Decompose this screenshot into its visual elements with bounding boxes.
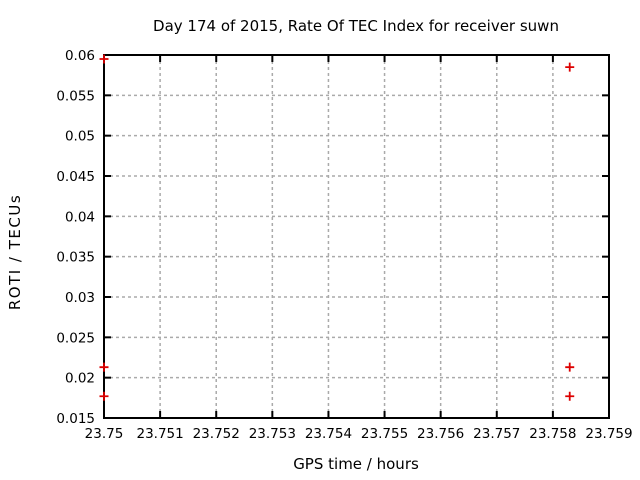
- y-axis-label: ROTI / TECUs: [6, 194, 24, 310]
- plot-border: [103, 54, 610, 419]
- x-tick-label: 23.75: [85, 426, 124, 442]
- x-tick-label: 23.756: [417, 426, 464, 442]
- data-point-marker: [565, 391, 575, 401]
- x-tick-label: 23.758: [529, 426, 576, 442]
- x-axis-label: GPS time / hours: [293, 455, 419, 473]
- y-tick-label: 0.025: [56, 330, 95, 346]
- data-point-marker: [99, 391, 109, 401]
- y-tick-label: 0.06: [65, 48, 95, 64]
- axis-ticks: [103, 54, 610, 419]
- x-tick-label: 23.751: [136, 426, 183, 442]
- tick-labels: 23.75 23.751 23.752 23.753 23.754 23.755 23.75…: [56, 48, 632, 442]
- x-tick-label: 23.759: [585, 426, 632, 442]
- data-point-marker: [99, 54, 109, 64]
- y-tick-label: 0.045: [56, 169, 95, 185]
- x-tick-label: 23.753: [249, 426, 296, 442]
- y-tick-label: 0.055: [56, 88, 95, 104]
- x-tick-label: 23.752: [193, 426, 240, 442]
- y-tick-label: 0.05: [65, 129, 95, 145]
- data-points: [99, 54, 575, 401]
- x-tick-label: 23.754: [305, 426, 352, 442]
- data-point-marker: [565, 62, 575, 72]
- data-point-marker: [565, 362, 575, 372]
- y-tick-label: 0.02: [65, 371, 95, 387]
- y-tick-label: 0.04: [65, 209, 95, 225]
- y-tick-label: 0.015: [56, 411, 95, 427]
- chart-title: Day 174 of 2015, Rate Of TEC Index for r…: [153, 17, 559, 35]
- data-point-marker: [99, 362, 109, 372]
- y-tick-label: 0.03: [65, 290, 95, 306]
- x-tick-label: 23.757: [473, 426, 520, 442]
- y-tick-label: 0.035: [56, 250, 95, 266]
- gridlines: [103, 54, 610, 419]
- x-tick-label: 23.755: [361, 426, 408, 442]
